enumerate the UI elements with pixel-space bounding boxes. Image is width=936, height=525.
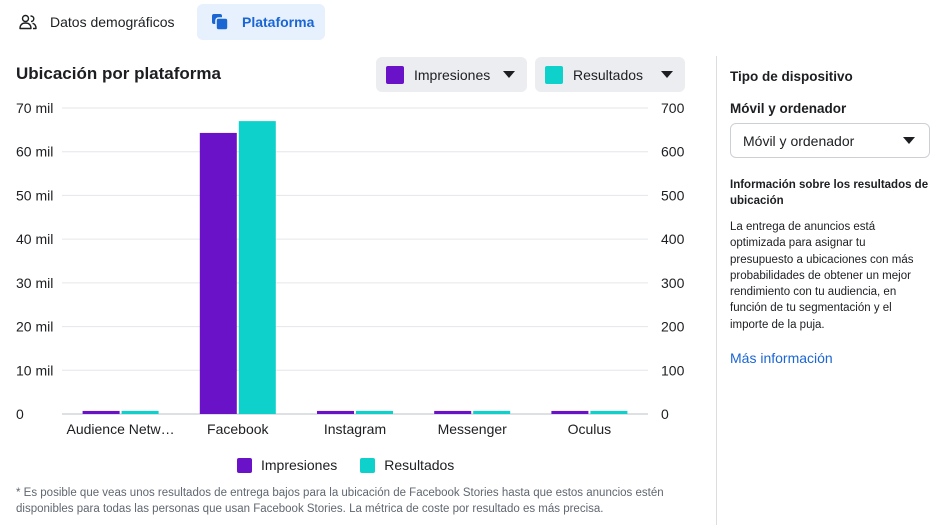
bar-impressions [434,410,472,414]
y-left-tick-label: 70 mil [16,100,53,116]
info-title: Información sobre los resultados de ubic… [730,179,929,207]
footnote: * Es posible que veas unos resultados de… [16,487,664,515]
bar-impressions [551,410,589,414]
bar-impressions [82,410,120,414]
results-swatch [545,65,563,84]
legend-label-results: Resultados [384,457,455,473]
bar-impressions [317,410,354,414]
y-left-tick-label: 30 mil [16,275,53,291]
x-tick-label: Oculus [568,421,612,437]
bar-results [473,410,511,414]
platform-icon [210,12,230,32]
caret-down-icon [903,137,915,144]
y-left-tick-label: 10 mil [16,362,53,378]
x-tick-label: Instagram [324,421,386,437]
legend-item-impressions[interactable]: Impresiones [237,457,337,473]
tab-platform-label: Plataforma [242,14,315,30]
legend-swatch-impressions [237,457,252,473]
bar-results [590,410,628,414]
tab-platform[interactable]: Plataforma [197,4,325,40]
info-body: La entrega de anuncios está optimizada p… [730,221,914,331]
people-icon [18,12,38,32]
y-right-tick-label: 300 [661,275,685,291]
y-right-tick-label: 100 [661,362,685,378]
tab-demographics-label: Datos demográficos [50,14,175,30]
bar-results [356,410,393,414]
legend-item-results[interactable]: Resultados [360,457,454,473]
y-right-tick-label: 400 [661,231,685,247]
y-right-tick-label: 600 [661,144,685,160]
caret-down-icon [503,71,515,78]
chart-title: Ubicación por plataforma [16,64,221,83]
left-metric-dropdown[interactable]: Impresiones [376,57,527,92]
x-tick-label: Messenger [438,421,508,437]
x-tick-label: Facebook [207,421,269,437]
bar-results [238,121,276,414]
device-type-select-value: Móvil y ordenador [743,132,855,149]
y-left-tick-label: 20 mil [16,319,53,335]
legend-label-impressions: Impresiones [261,457,338,473]
bar-impressions [199,132,237,414]
y-left-tick-label: 40 mil [16,231,53,247]
y-left-tick-label: 50 mil [16,187,53,203]
device-type-subheading: Móvil y ordenador [730,101,847,116]
bar-results [121,410,159,414]
tab-bar: Datos demográficos Plataforma [0,0,700,44]
right-metric-dropdown[interactable]: Resultados [535,57,685,92]
legend-swatch-results [360,457,376,473]
chart-legend: Impresiones Resultados [237,457,477,473]
y-right-tick-label: 700 [661,100,685,116]
device-type-select[interactable]: Móvil y ordenador [730,123,930,158]
placement-bar-chart: 0 10 mil 20 mil 30 mil 40 mil 50 mil 60 mil 70 … [16,100,685,437]
y-left-tick-label: 0 [16,406,24,422]
tab-demographics[interactable]: Datos demográficos [10,4,190,40]
panel-divider [716,56,717,525]
left-metric-label: Impresiones [414,66,491,83]
more-info-link[interactable]: Más información [730,350,833,366]
right-metric-label: Resultados [573,66,644,83]
impressions-swatch [386,65,404,84]
y-right-tick-label: 500 [661,187,685,203]
caret-down-icon [661,71,673,78]
y-left-tick-label: 60 mil [16,144,53,160]
device-type-heading: Tipo de dispositivo [730,69,853,84]
x-tick-label: Audience Netw… [67,421,175,437]
y-right-tick-label: 200 [661,319,685,335]
y-right-tick-label: 0 [661,406,669,422]
